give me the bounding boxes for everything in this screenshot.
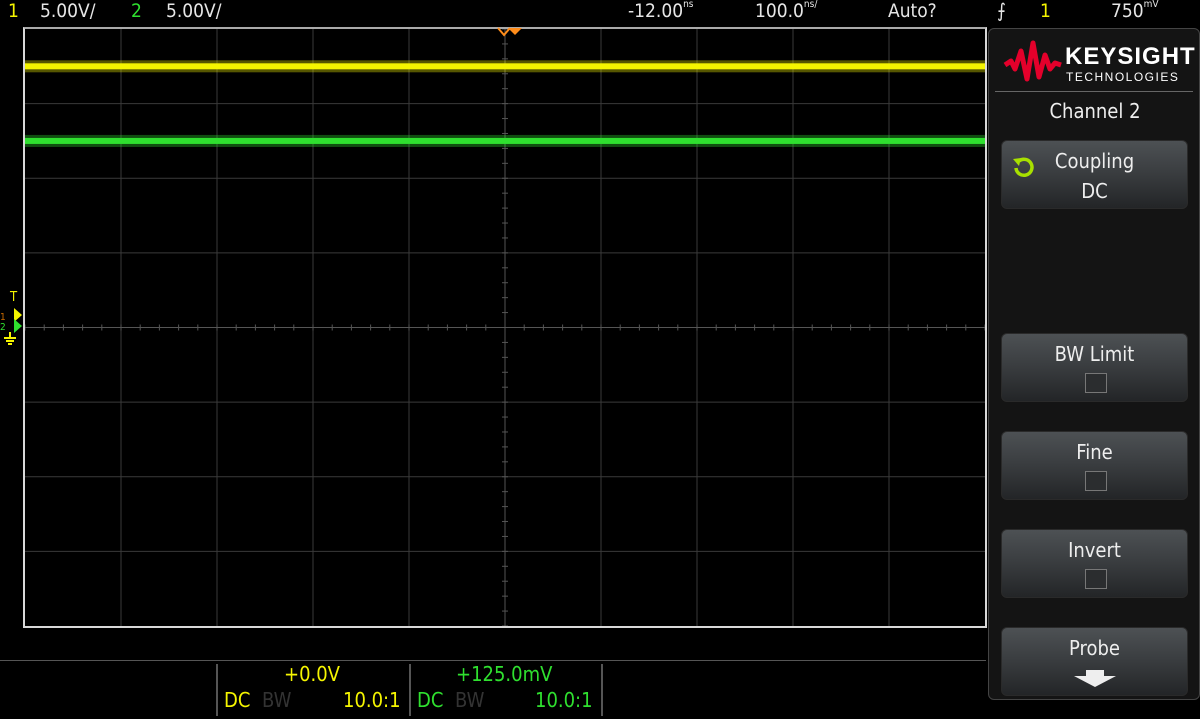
trigger-level-marker[interactable]: T (10, 290, 18, 305)
softkey-label: BW Limit (1054, 342, 1135, 366)
ch2-probe-ratio: 10.0:1 (535, 688, 593, 712)
divider (995, 91, 1193, 92)
trigger-position-marker[interactable] (496, 26, 526, 38)
timebase-value: 100.0 (755, 0, 804, 22)
ch1-coupling: DC (224, 688, 251, 712)
ch2-scale[interactable]: 5.00V/ (166, 0, 222, 22)
trigger-mode[interactable]: Auto? (888, 0, 937, 22)
trigger-level-unit: mV (1143, 0, 1159, 10)
ch2-trace (25, 137, 985, 144)
ch1-trace (25, 63, 985, 70)
svg-text:2: 2 (0, 322, 6, 333)
brand-sub: TECHNOLOGIES (1066, 70, 1180, 84)
delay-value: -12.00 (628, 0, 684, 22)
timebase-unit: ns/ (803, 0, 818, 10)
status-bar: 1 5.00V/ 2 5.00V/ -12.00ns 100.0ns/ Auto… (0, 0, 1200, 26)
brand-name: KEYSIGHT (1065, 43, 1196, 70)
trigger-level[interactable]: 750mV (1111, 0, 1159, 22)
ch1-offset: +0.0V (284, 662, 340, 686)
waveform-display[interactable] (23, 27, 987, 628)
ch2-bw-limit: BW (455, 688, 485, 712)
softkey-value: DC (1081, 179, 1108, 203)
divider (601, 664, 603, 716)
divider (216, 664, 218, 716)
horizontal-delay[interactable]: -12.00ns (628, 0, 693, 22)
delay-unit: ns (683, 0, 694, 10)
rotate-icon (1013, 157, 1034, 178)
bw-limit-softkey[interactable]: BW Limit (1001, 333, 1188, 402)
softkey-label: Invert (1068, 538, 1121, 562)
ch1-bw-limit: BW (262, 688, 292, 712)
divider (0, 660, 986, 661)
ch1-scale[interactable]: 5.00V/ (40, 0, 96, 22)
menu-title: Channel 2 (1049, 99, 1141, 123)
rising-edge-icon: ⨍ (997, 0, 1006, 22)
trigger-level-value: 750 (1111, 0, 1144, 22)
divider (409, 664, 411, 716)
timebase[interactable]: 100.0ns/ (755, 0, 817, 22)
softkey-label: Coupling (1054, 149, 1135, 173)
fine-softkey[interactable]: Fine (1001, 431, 1188, 500)
ch2-coupling: DC (417, 688, 444, 712)
arrow-down-icon (1074, 670, 1116, 687)
coupling-softkey[interactable]: Coupling DC (1001, 140, 1188, 209)
ch1-probe-ratio: 10.0:1 (343, 688, 401, 712)
invert-checkbox[interactable] (1085, 569, 1107, 589)
trigger-source[interactable]: 1 (1040, 0, 1051, 22)
wave-logo-icon (1003, 40, 1062, 82)
softkey-label: Fine (1076, 440, 1113, 464)
bw-limit-checkbox[interactable] (1085, 373, 1107, 393)
softkey-panel: KEYSIGHT TECHNOLOGIES Channel 2 Coupling… (988, 28, 1200, 700)
graticule (25, 29, 985, 626)
ch1-label[interactable]: 1 (8, 0, 19, 22)
fine-checkbox[interactable] (1085, 471, 1107, 491)
ch2-label[interactable]: 2 (131, 0, 142, 22)
ground-icon[interactable]: 12 (0, 306, 24, 346)
keysight-logo: KEYSIGHT TECHNOLOGIES (1003, 35, 1196, 87)
svg-text:1: 1 (0, 312, 6, 323)
ch2-offset: +125.0mV (456, 662, 553, 686)
invert-softkey[interactable]: Invert (1001, 529, 1188, 598)
softkey-label: Probe (1069, 636, 1120, 660)
probe-softkey[interactable]: Probe (1001, 627, 1188, 696)
